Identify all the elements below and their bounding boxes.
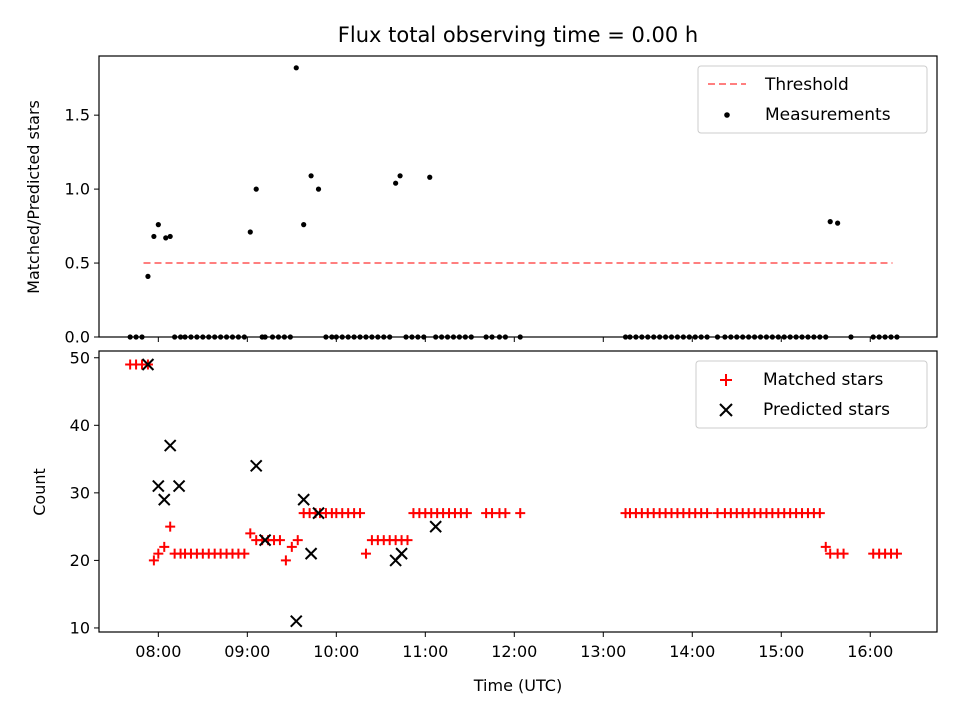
matched-stars-point: [274, 535, 285, 546]
measurements-point: [827, 219, 833, 225]
matched-stars-point: [838, 548, 849, 559]
matched-stars-point: [159, 541, 170, 552]
measurements-point: [293, 65, 299, 71]
measurements-point: [393, 180, 399, 186]
measurements-point: [155, 222, 161, 228]
predicted-stars-point: [395, 547, 408, 560]
matched-stars-point: [286, 541, 297, 552]
count-legend: Matched stars Predicted stars: [695, 360, 928, 429]
x-tick-label: 12:00: [491, 642, 537, 661]
matched-stars-point: [360, 548, 371, 559]
predicted-stars-point: [250, 459, 263, 473]
matched-stars-point: [814, 508, 825, 519]
predicted-legend-label: Predicted stars: [763, 400, 890, 420]
count-y-tick-label: 30: [70, 483, 90, 502]
x-tick-label: 11:00: [402, 642, 448, 661]
measurements-point: [253, 186, 259, 192]
count-panel: 10 20 30 40 50 08:00 09:00 10:00 11:00 12:00 13:0…: [30, 348, 938, 695]
ratio-legend: Threshold Measurements: [697, 65, 928, 134]
measurements-point: [427, 174, 433, 180]
x-tick-label: 13:00: [580, 642, 626, 661]
ratio-y-axis-label: Matched/Predicted stars: [24, 100, 43, 294]
predicted-stars-point: [152, 479, 165, 493]
measurements-point: [301, 222, 307, 228]
matched-stars-point: [891, 548, 902, 559]
x-tick-label: 14:00: [669, 642, 715, 661]
matched-stars-point: [153, 548, 164, 559]
predicted-stars-point: [297, 493, 310, 506]
predicted-stars-point: [141, 358, 155, 371]
measurements-point: [247, 229, 253, 235]
measurements-point: [167, 233, 173, 240]
ratio-y-tick-label: 1.0: [65, 180, 90, 199]
measurements-point: [308, 173, 314, 179]
measurements-point: [835, 220, 841, 226]
matched-stars-point: [461, 508, 472, 519]
x-axis-label: Time (UTC): [473, 676, 562, 695]
measurements-legend-label: Measurements: [765, 105, 891, 125]
measurements-point: [315, 186, 322, 192]
matched-stars-point: [148, 555, 159, 566]
count-y-tick-label: 50: [70, 348, 90, 367]
x-tick-label: 08:00: [135, 642, 181, 661]
matched-legend-label: Matched stars: [763, 370, 883, 390]
matched-stars-point: [165, 521, 176, 532]
measurements-legend-swatch: [724, 112, 730, 118]
count-plot-frame: [98, 350, 938, 633]
measurements-point: [163, 235, 169, 241]
predicted-stars-point: [290, 614, 303, 628]
count-y-tick-label: 20: [70, 551, 90, 570]
ratio-y-tick-label: 1.5: [65, 106, 90, 125]
ratio-y-tick-label: 0.5: [65, 254, 90, 273]
ratio-panel: 0.0 0.5 1.0 1.5 Matched/Predicted stars Thr…: [24, 55, 938, 347]
matched-legend-swatch: [720, 374, 732, 386]
predicted-stars-point: [158, 493, 171, 506]
matched-stars-point: [820, 541, 831, 552]
count-y-axis-label: Count: [30, 468, 49, 516]
matched-stars-point: [500, 508, 511, 519]
predicted-stars-point: [163, 439, 177, 452]
predicted-stars-point: [172, 479, 186, 493]
matched-stars-point: [245, 528, 256, 539]
chart-title: Flux total observing time = 0.00 h: [338, 23, 698, 47]
predicted-stars-point: [312, 506, 325, 520]
x-tick-label: 09:00: [224, 642, 270, 661]
x-tick-label: 16:00: [847, 642, 893, 661]
predicted-legend-swatch: [719, 403, 733, 417]
predicted-stars-point: [429, 520, 442, 533]
x-tick-label: 15:00: [758, 642, 804, 661]
measurements-point: [397, 173, 403, 179]
threshold-legend-label: Threshold: [764, 75, 849, 95]
count-y-tick-label: 40: [70, 416, 90, 435]
ratio-plot-frame: [98, 55, 938, 338]
measurements-point: [145, 273, 151, 279]
matched-stars-point: [239, 548, 250, 559]
predicted-stars-point: [304, 547, 318, 560]
count-y-tick-label: 10: [70, 618, 90, 637]
matched-stars-point: [355, 508, 366, 519]
ratio-y-tick-label: 0.0: [65, 328, 90, 347]
matched-stars-point: [702, 508, 713, 519]
matched-stars-point: [280, 555, 291, 566]
measurements-point: [151, 233, 157, 240]
x-tick-label: 10:00: [313, 642, 359, 661]
predicted-stars-point: [258, 533, 272, 547]
matched-stars-point: [402, 535, 413, 546]
matched-stars-point: [515, 508, 526, 519]
matched-stars-point: [292, 535, 303, 546]
